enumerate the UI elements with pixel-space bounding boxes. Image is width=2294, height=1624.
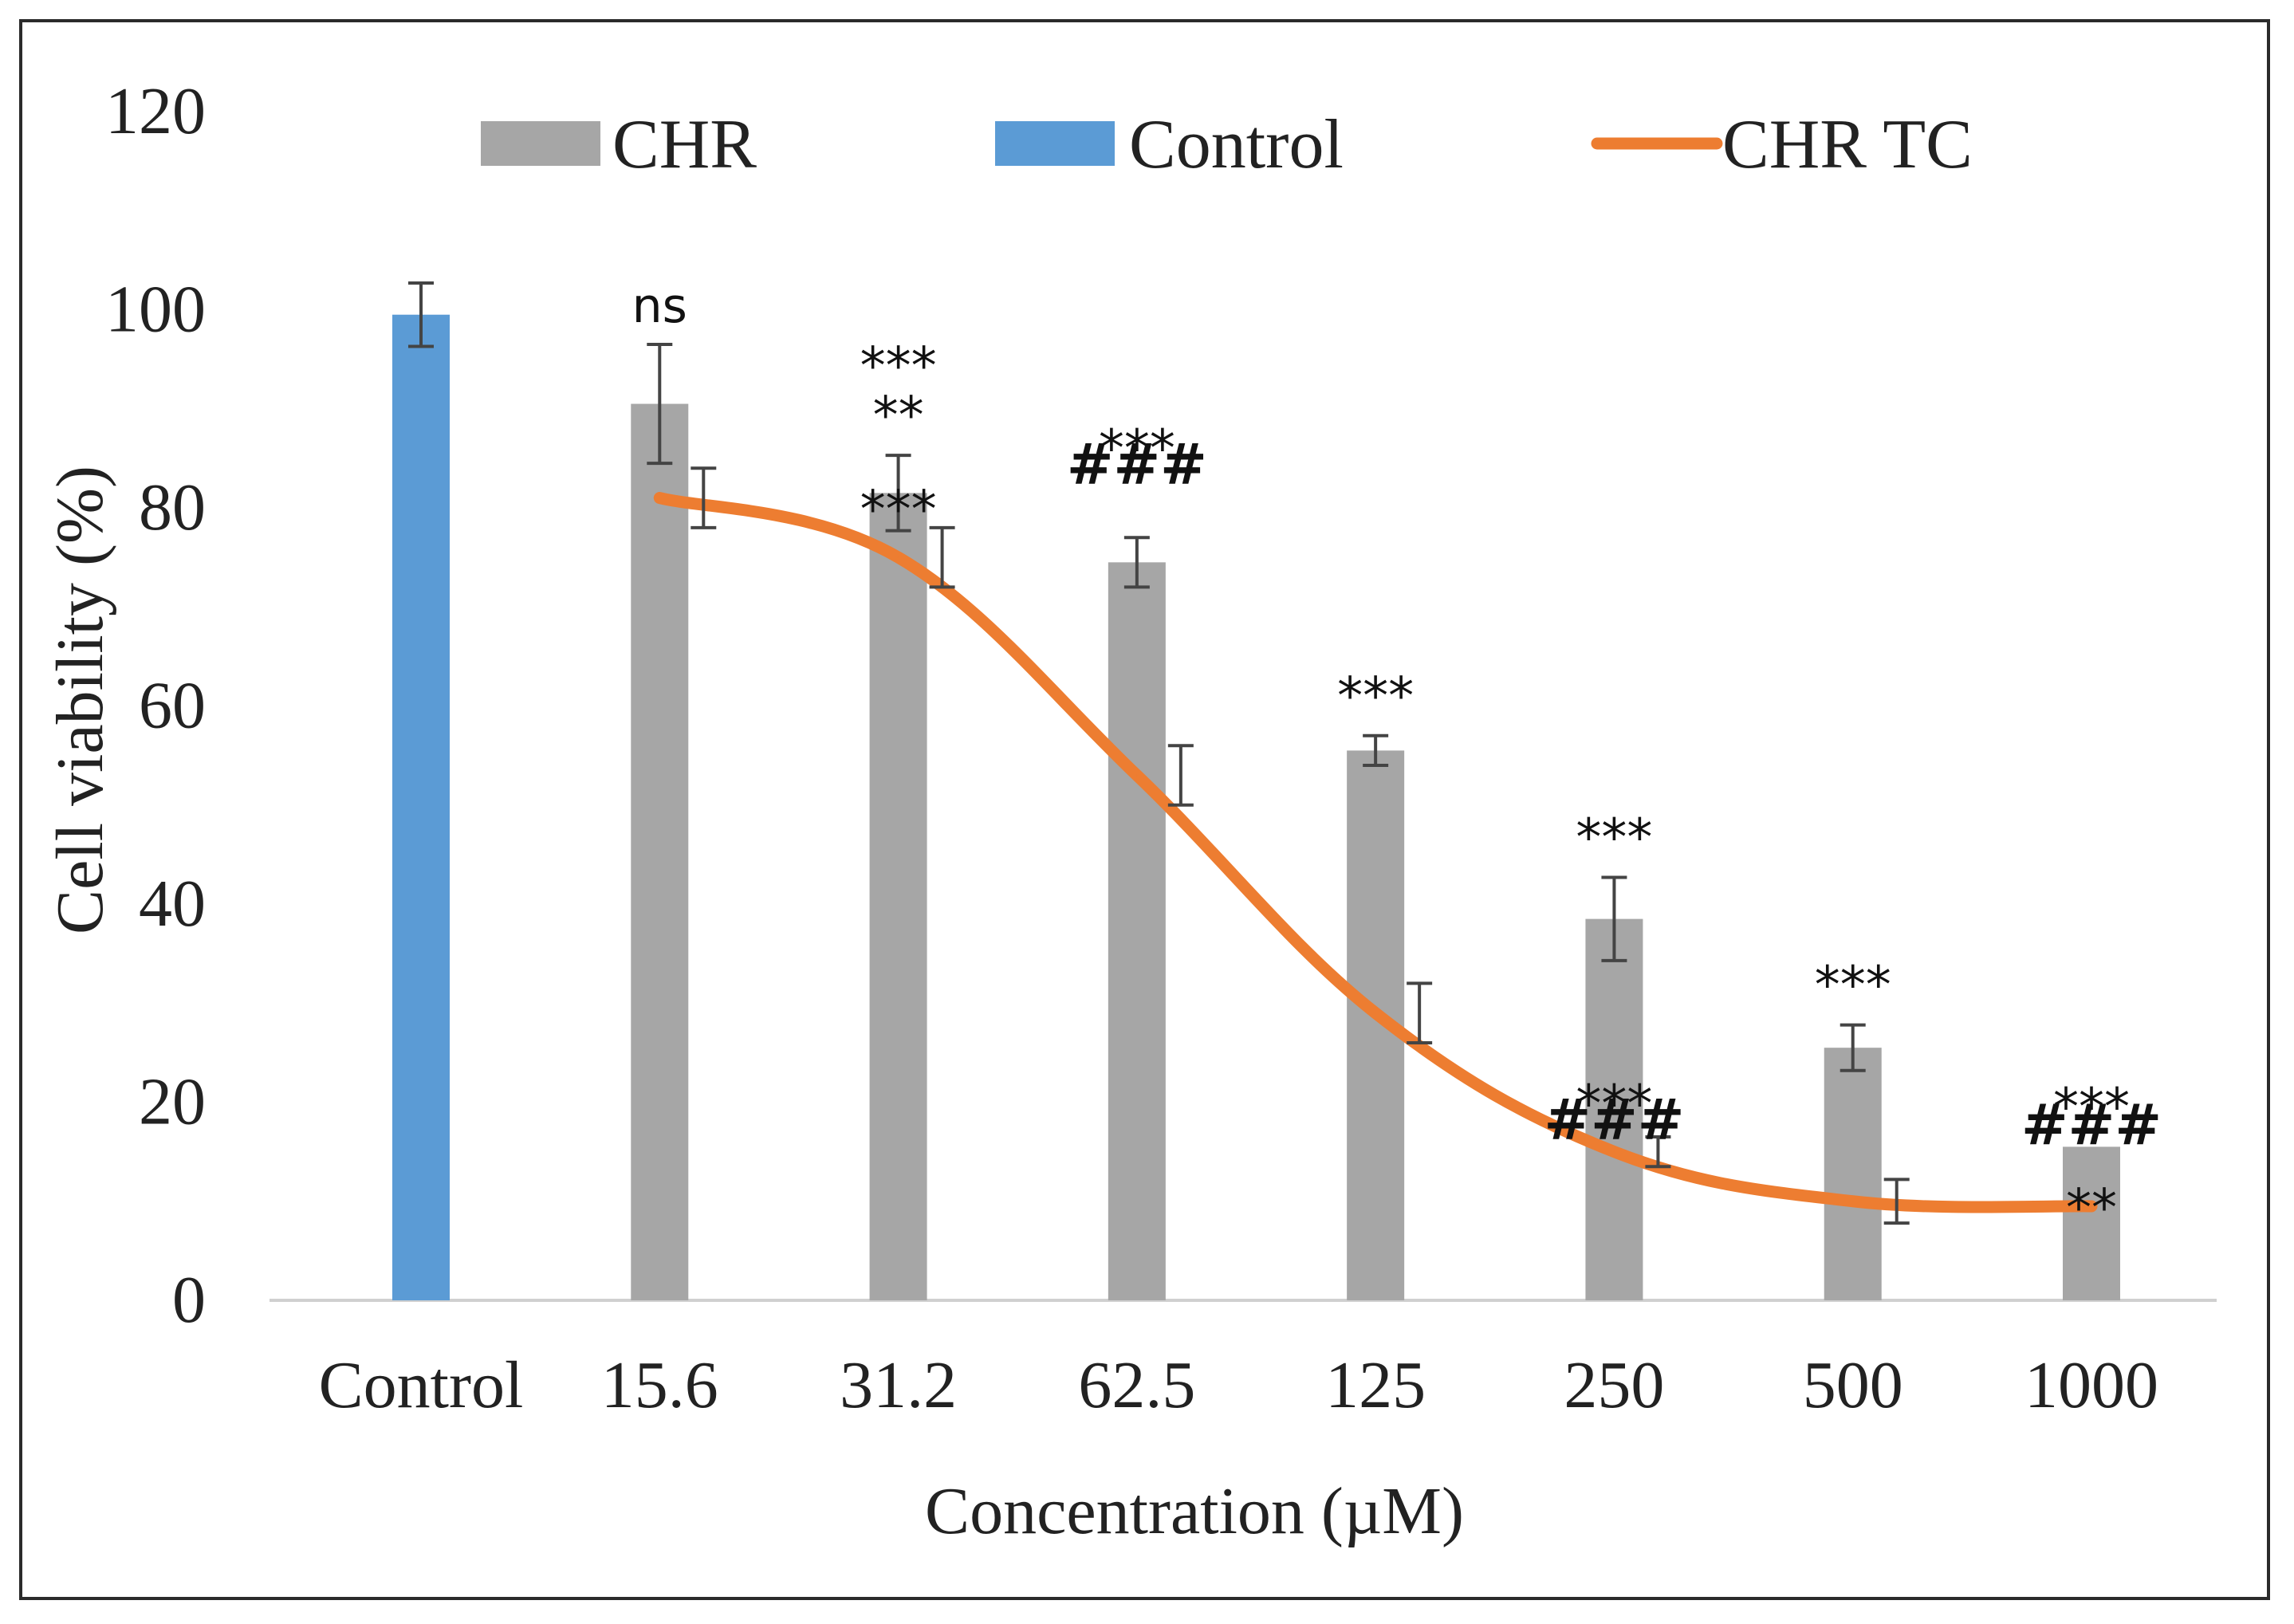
x-tick-label: Control [319, 1348, 524, 1422]
bar-chr-15-6 [631, 403, 689, 1301]
y-tick-label: 60 [139, 669, 206, 743]
y-tick-label: 20 [139, 1065, 206, 1139]
x-tick-label: 250 [1564, 1348, 1664, 1422]
x-tick-label: 1000 [2024, 1348, 2158, 1422]
x-axis: Control 15.6 31.2 62.5 125 250 500 1000 [270, 1299, 2217, 1422]
legend: CHR Control CHR TC [481, 106, 1973, 183]
cell-viability-chart: CHR Control CHR TC 0 20 40 60 80 100 120 Control… [43, 74, 2217, 1548]
annotation-chr-62-5: ### [1067, 431, 1207, 497]
bar-chr-500 [1824, 1048, 1882, 1300]
point-chr-tc-125 [1375, 1013, 1376, 1014]
annotation-chr-15-6: ns [632, 278, 687, 334]
annotation-chr-tc-250: *** [1576, 1075, 1652, 1134]
x-tick-label: 15.6 [601, 1348, 718, 1422]
annotation-chr-62-5: *** [1099, 419, 1175, 478]
annotation-chr-tc-1000: ### [2021, 1092, 2162, 1158]
x-tick-label: 31.2 [840, 1348, 957, 1422]
point-chr-tc-62-5 [1136, 774, 1138, 776]
annotation-chr-500: *** [1815, 957, 1891, 1016]
legend-label-chr: CHR [612, 106, 757, 183]
y-tick-label: 40 [139, 867, 206, 941]
annotation-chr-31-2: *** [860, 337, 937, 396]
bars [392, 281, 2120, 1301]
x-axis-label: Concentration (µM) [925, 1474, 1464, 1548]
x-tick-label: 62.5 [1078, 1348, 1195, 1422]
annotation-chr-1000: *** [2053, 1078, 2130, 1137]
y-axis-label: Cell viability (%) [43, 466, 117, 934]
y-tick-label: 100 [105, 273, 206, 347]
bar-chr-1000 [2063, 1146, 2120, 1300]
bar-chr-31-2 [869, 493, 927, 1300]
y-tick-label: 0 [172, 1263, 206, 1337]
bar-chr-250 [1585, 918, 1643, 1300]
annotation-chr-tc-250: ### [1544, 1087, 1684, 1153]
annotation-chr-250: *** [1576, 808, 1652, 867]
point-chr-tc-15-6 [659, 497, 660, 499]
bar-chr-62-5 [1108, 562, 1166, 1300]
legend-label-chr-tc: CHR TC [1722, 106, 1973, 183]
annotation-chr-tc-1000: ** [2066, 1179, 2117, 1238]
y-tick-label: 120 [105, 74, 206, 148]
point-chr-tc-500 [1852, 1201, 1854, 1202]
legend-swatch-control [995, 121, 1115, 166]
figure-frame: CHR Control CHR TC 0 20 40 60 80 100 120 Control… [19, 19, 2270, 1600]
y-axis: 0 20 40 60 80 100 120 [105, 74, 206, 1337]
legend-swatch-chr [481, 121, 600, 166]
point-chr-tc-31-2 [898, 556, 899, 558]
bar-control-control [392, 314, 450, 1300]
annotation-chr-31-2: ** [873, 387, 924, 446]
chr-tc-series [653, 466, 2098, 1225]
x-tick-label: 125 [1325, 1348, 1426, 1422]
legend-label-control: Control [1129, 106, 1344, 183]
y-tick-label: 80 [139, 470, 206, 545]
annotation-chr-125: *** [1337, 667, 1414, 726]
annotations: ns********###******************### ###** [632, 278, 2162, 1238]
line-chr-tc [653, 492, 2098, 1213]
annotation-chr-tc-31-2: *** [860, 481, 937, 540]
x-tick-label: 500 [1803, 1348, 1903, 1422]
